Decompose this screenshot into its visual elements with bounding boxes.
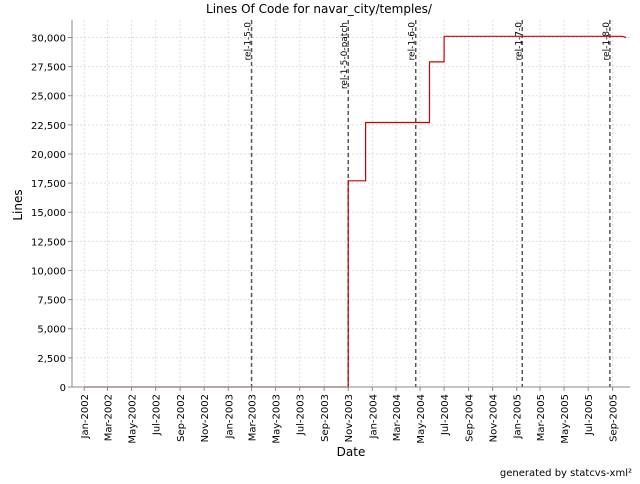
y-tick-label: 30,000: [31, 33, 66, 44]
release-marker-label: rel-1-5-0-patch: [340, 22, 350, 89]
x-tick-label: Jan-2005: [513, 394, 524, 439]
axis-layer: 0 2,500 5,000 7,500 10,000 12,500 15,000 17,500…: [31, 20, 630, 444]
release-marker-label: rel-1-7-0: [514, 22, 524, 61]
x-tick-label: Sep-2004: [465, 394, 476, 442]
x-tick-label: May-2003: [272, 394, 283, 444]
marker-layer: rel-1-5-0 rel-1-5-0-patch rel-1-6-0 rel-1-7…: [244, 20, 612, 387]
x-tick-label: Jan-2003: [224, 394, 235, 439]
x-tick-label: Mar-2004: [392, 394, 403, 441]
release-marker-label: rel-1-8-0: [602, 22, 612, 61]
grid-layer: [72, 20, 630, 388]
generated-by-note: generated by statcvs-xml²: [500, 468, 632, 479]
y-tick-label: 12,500: [31, 237, 66, 248]
x-tick-label: Jul-2004: [440, 394, 451, 436]
x-tick-label: Sep-2002: [176, 394, 187, 442]
y-tick-label: 25,000: [31, 92, 66, 103]
x-tick-label: Mar-2003: [248, 394, 259, 441]
x-tick-label: Nov-2003: [344, 394, 355, 442]
y-tick-label: 22,500: [31, 121, 66, 132]
x-tick-label: Nov-2004: [489, 394, 500, 442]
loc-series-line: [84, 35, 627, 388]
x-tick-label: Mar-2005: [536, 394, 547, 441]
x-tick-label: Nov-2002: [200, 394, 211, 442]
y-tick-label: 0: [60, 383, 66, 394]
x-tick-label: Sep-2003: [320, 394, 331, 442]
y-tick-label: 27,500: [31, 63, 66, 74]
x-tick-label: Sep-2005: [609, 394, 620, 442]
x-tick-label: Jan-2002: [80, 394, 91, 439]
x-tick-label: May-2005: [560, 394, 571, 444]
x-tick-label: Jul-2005: [584, 394, 595, 436]
y-tick-label: 2,500: [37, 354, 66, 365]
y-tick-label: 5,000: [37, 325, 66, 336]
x-tick-label: May-2004: [416, 394, 427, 444]
y-axis-label: Lines: [11, 189, 25, 220]
x-axis-label: Date: [337, 445, 366, 459]
x-tick-label: Mar-2002: [104, 394, 115, 441]
x-tick-label: Jan-2004: [368, 394, 379, 439]
y-tick-label: 20,000: [31, 150, 66, 161]
chart-title: Lines Of Code for navar_city/temples/: [206, 2, 433, 16]
y-tick-label: 17,500: [31, 179, 66, 190]
x-tick-label: May-2002: [128, 394, 139, 444]
y-tick-label: 10,000: [31, 266, 66, 277]
y-tick-label: 15,000: [31, 208, 66, 219]
x-tick-label: Jul-2002: [152, 394, 163, 436]
y-tick-label: 7,500: [37, 296, 66, 307]
x-tick-label: Jul-2003: [296, 394, 307, 436]
release-marker-label: rel-1-6-0: [408, 22, 418, 61]
release-marker-label: rel-1-5-0: [244, 22, 254, 61]
series-layer: [84, 35, 627, 388]
